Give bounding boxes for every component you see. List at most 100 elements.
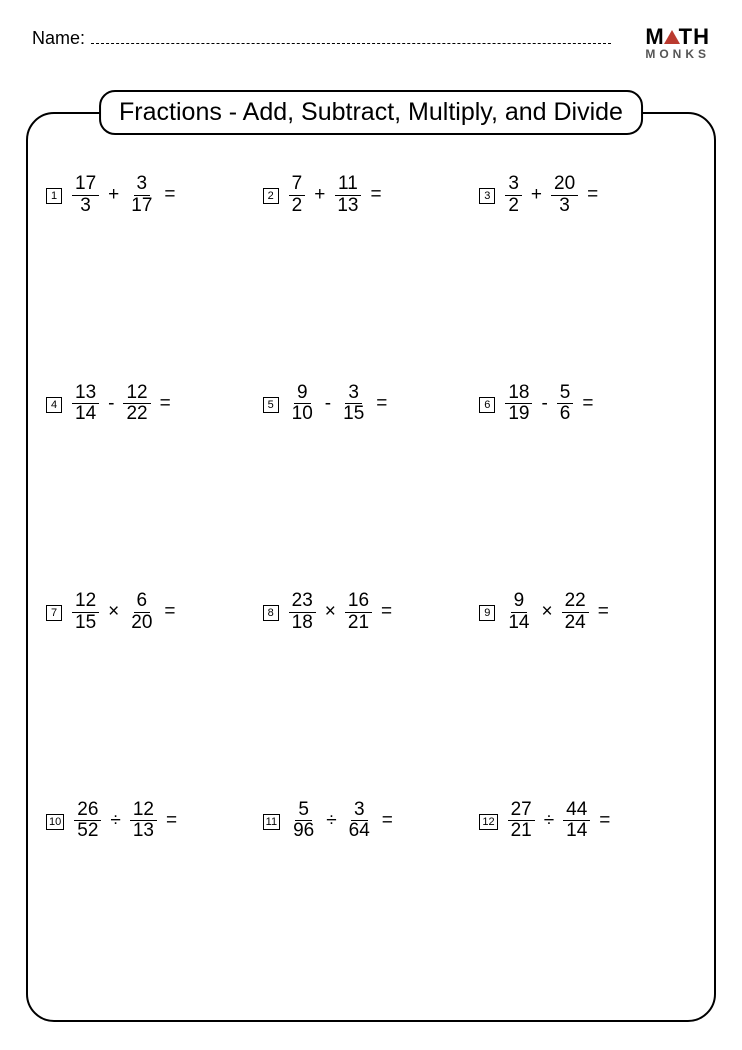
fraction-a: 910 — [289, 383, 316, 426]
equals-sign: = — [380, 810, 393, 832]
denominator: 24 — [562, 613, 589, 634]
name-field-row: Name: — [32, 26, 645, 49]
operator: - — [323, 393, 333, 415]
operator: × — [539, 601, 554, 623]
numerator: 13 — [72, 383, 99, 405]
numerator: 9 — [511, 591, 528, 613]
problem-cell: 9914×2224= — [479, 585, 696, 794]
numerator: 11 — [335, 174, 361, 196]
denominator: 19 — [505, 404, 532, 425]
numerator: 7 — [289, 174, 306, 196]
problem-cell: 5 910-315 = — [263, 377, 480, 586]
operator: - — [106, 393, 116, 415]
math-monks-logo: MTH MONKS — [645, 26, 710, 60]
logo-letter-m: M — [645, 24, 664, 49]
numerator: 16 — [345, 591, 372, 613]
fraction-b: 56 — [557, 383, 574, 426]
fraction-b: 1213 — [130, 800, 157, 843]
equals-sign: = — [374, 393, 387, 415]
operator: ÷ — [324, 810, 338, 832]
name-input-line[interactable] — [91, 26, 611, 44]
problem-cell: 11 596 ÷ 364 = — [263, 794, 480, 1003]
fraction-b: 1113 — [334, 174, 361, 217]
fraction-a: 72 — [289, 174, 306, 217]
problem-cell: 4 1314-1222= — [46, 377, 263, 586]
fraction-a: 914 — [505, 591, 532, 634]
equals-sign: = — [596, 601, 609, 623]
operator: × — [106, 601, 121, 623]
fraction-a: 1819 — [505, 383, 532, 426]
fraction-b: 317 — [128, 174, 155, 217]
denominator: 10 — [289, 404, 316, 425]
problem-number-box: 7 — [46, 605, 62, 621]
problem-number-box: 4 — [46, 397, 62, 413]
operator: + — [106, 184, 121, 206]
numerator: 26 — [74, 800, 101, 822]
worksheet-title: Fractions - Add, Subtract, Multiply, and… — [99, 90, 643, 135]
problem-expression: 72 +1113 = — [289, 174, 382, 217]
operator: - — [539, 393, 549, 415]
denominator: 2 — [505, 196, 522, 217]
equals-sign: = — [379, 601, 392, 623]
fraction-b: 1621 — [345, 591, 372, 634]
numerator: 23 — [289, 591, 316, 613]
problem-number-box: 1 — [46, 188, 62, 204]
problem-expression: 1819-56 = — [505, 383, 593, 426]
problem-cell: 2 72 +1113 = — [263, 168, 480, 377]
problem-number-box: 3 — [479, 188, 495, 204]
equals-sign: = — [597, 810, 610, 832]
numerator: 6 — [134, 591, 151, 613]
fraction-a: 2318 — [289, 591, 316, 634]
denominator: 14 — [563, 821, 590, 842]
problem-number-box: 2 — [263, 188, 279, 204]
numerator: 12 — [123, 383, 150, 405]
equals-sign: = — [580, 393, 593, 415]
equals-sign: = — [164, 810, 177, 832]
problem-expression: 2652 ÷ 1213 = — [74, 800, 177, 843]
equals-sign: = — [585, 184, 598, 206]
problem-expression: 1314-1222= — [72, 383, 171, 426]
denominator: 64 — [346, 821, 373, 842]
numerator: 3 — [345, 383, 362, 405]
fraction-b: 364 — [346, 800, 373, 843]
equals-sign: = — [162, 184, 175, 206]
fraction-a: 1215 — [72, 591, 99, 634]
problem-cell: 6 1819-56 = — [479, 377, 696, 586]
problem-expression: 32+203= — [505, 174, 598, 217]
problem-expression: 910-315 = — [289, 383, 388, 426]
fraction-b: 4414 — [563, 800, 590, 843]
fraction-b: 1222 — [123, 383, 150, 426]
numerator: 12 — [72, 591, 99, 613]
problem-number-box: 10 — [46, 814, 64, 830]
numerator: 12 — [130, 800, 157, 822]
problems-grid: 1173+317=272+1113=332+203=41314-1222=591… — [46, 168, 696, 1002]
worksheet-header: Name: MTH MONKS — [0, 0, 742, 60]
numerator: 20 — [551, 174, 578, 196]
problem-expression: 1215×620= — [72, 591, 176, 634]
problem-expression: 914×2224= — [505, 591, 609, 634]
fraction-a: 1314 — [72, 383, 99, 426]
denominator: 3 — [77, 196, 94, 217]
denominator: 21 — [508, 821, 535, 842]
fraction-b: 203 — [551, 174, 578, 217]
logo-letters-th: TH — [679, 24, 710, 49]
problem-number-box: 5 — [263, 397, 279, 413]
equals-sign: = — [368, 184, 381, 206]
denominator: 15 — [340, 404, 367, 425]
operator: × — [323, 601, 338, 623]
fraction-a: 2652 — [74, 800, 101, 843]
problem-cell: 332+203= — [479, 168, 696, 377]
operator: ÷ — [108, 810, 122, 832]
problem-number-box: 11 — [263, 814, 280, 830]
denominator: 14 — [72, 404, 99, 425]
problem-expression: 2318 × 1621 = — [289, 591, 393, 634]
problem-number-box: 6 — [479, 397, 495, 413]
denominator: 96 — [290, 821, 317, 842]
denominator: 14 — [505, 613, 532, 634]
denominator: 3 — [556, 196, 573, 217]
denominator: 6 — [557, 404, 574, 425]
numerator: 5 — [295, 800, 312, 822]
operator: + — [312, 184, 327, 206]
problem-number-box: 9 — [479, 605, 495, 621]
numerator: 44 — [563, 800, 590, 822]
